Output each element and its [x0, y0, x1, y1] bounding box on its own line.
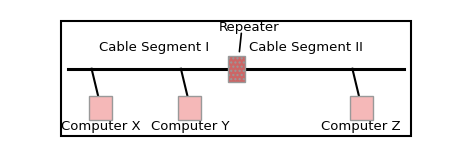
Text: Computer Z: Computer Z — [321, 120, 401, 133]
Bar — [350, 96, 373, 120]
Bar — [89, 96, 112, 120]
Bar — [228, 56, 245, 82]
Text: Computer Y: Computer Y — [151, 120, 229, 133]
Text: Cable Segment II: Cable Segment II — [249, 41, 363, 54]
Text: Cable Segment I: Cable Segment I — [99, 41, 209, 54]
Text: Repeater: Repeater — [219, 21, 279, 34]
Text: Computer X: Computer X — [61, 120, 140, 133]
Bar — [178, 96, 201, 120]
